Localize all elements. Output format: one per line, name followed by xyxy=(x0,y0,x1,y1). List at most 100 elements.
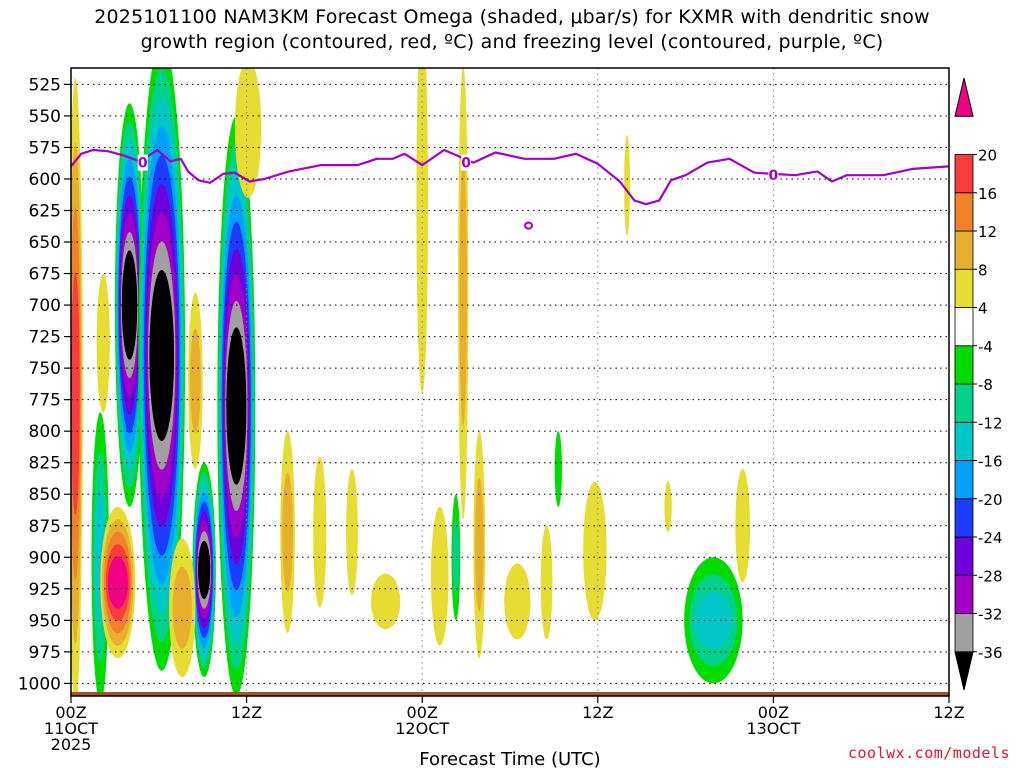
y-tick-label-800: 800 xyxy=(29,422,61,442)
y-tick-label-775: 775 xyxy=(29,391,61,411)
omega-feature-13-level-0 xyxy=(346,469,358,596)
omega-feature-4-level-8 xyxy=(149,270,175,441)
y-axis: 525 550 575 600 625 650 675 700 725 750 775 800 825 8… xyxy=(18,75,71,694)
colorbar-label-12: 16 xyxy=(978,185,997,203)
omega-feature-6-level-8 xyxy=(198,540,211,599)
site-credit: coolwx.com/models xyxy=(847,744,1010,762)
omega-feature-17-level-0 xyxy=(430,506,449,646)
colorbar-label-4: -20 xyxy=(978,491,1003,509)
omega-feature-12-level-0 xyxy=(313,456,327,608)
omega-feature-24-level-0 xyxy=(624,134,630,236)
colorbar-segment-13 xyxy=(954,154,974,194)
omega-feature-7-level-1 xyxy=(172,566,192,649)
y-tick-label-950: 950 xyxy=(29,611,61,631)
plot-frame xyxy=(70,67,950,697)
colorbar-segment-0 xyxy=(954,651,974,691)
omega-feature-21-level-0 xyxy=(540,525,553,640)
omega-feature-14-level-0 xyxy=(370,573,401,630)
omega-feature-22-level-0 xyxy=(554,431,562,507)
colorbar-label-10: 8 xyxy=(978,261,988,279)
y-tick-label-575: 575 xyxy=(29,138,61,158)
y-tick-label-925: 925 xyxy=(29,580,61,600)
x-tick-label-24-1: 12OCT xyxy=(395,719,449,738)
colorbar-label-7: -8 xyxy=(978,376,993,394)
omega-feature-19-level-1 xyxy=(474,477,484,612)
x-tick-label-48-1: 13OCT xyxy=(746,719,800,738)
y-tick-label-825: 825 xyxy=(29,454,61,474)
y-tick-label-750: 750 xyxy=(29,359,61,379)
colorbar-segment-7 xyxy=(954,383,974,423)
y-tick-label-600: 600 xyxy=(29,170,61,190)
colorbar-segment-3 xyxy=(954,536,974,576)
x-tick-label-0-1: 11OCT xyxy=(44,719,98,738)
chart-title-line-2: growth region (contoured, red, ºC) and f… xyxy=(140,31,884,53)
x-tick-label-48-0: 00Z xyxy=(758,703,789,722)
colorbar-label-5: -16 xyxy=(978,453,1003,471)
y-tick-label-650: 650 xyxy=(29,233,61,253)
omega-feature-16-level-1 xyxy=(459,158,467,427)
colorbar-segment-14 xyxy=(954,77,974,117)
freezing-level-label-0: 0 xyxy=(138,156,148,172)
x-tick-label-36-0: 12Z xyxy=(582,703,613,722)
y-tick-label-525: 525 xyxy=(29,75,61,95)
colorbar: -36 -32 -28 -24 -20 -16 -12 -8 -4 4 8 12 16 20 xyxy=(954,77,1003,691)
freezing-label-bg-0 xyxy=(137,154,148,171)
colorbar-segment-4 xyxy=(954,498,974,538)
colorbar-label-11: 12 xyxy=(978,223,997,241)
y-tick-label-725: 725 xyxy=(29,328,61,348)
colorbar-label-0: -36 xyxy=(978,644,1003,662)
omega-feature-15-level-0 xyxy=(416,68,429,394)
colorbar-label-6: -12 xyxy=(978,414,1003,432)
colorbar-segment-2 xyxy=(954,574,974,614)
x-tick-label-60-0: 12Z xyxy=(933,703,964,722)
omega-feature-23-level-0 xyxy=(583,481,607,621)
omega-feature-3-level-8 xyxy=(121,250,138,360)
colorbar-segment-11 xyxy=(954,230,974,270)
y-tick-label-700: 700 xyxy=(29,296,61,316)
y-tick-label-900: 900 xyxy=(29,548,61,568)
freezing-level-contour: 0 0 0 xyxy=(71,148,949,230)
omega-feature-25-level-2 xyxy=(694,591,733,649)
colorbar-label-8: -4 xyxy=(978,338,993,356)
omega-feature-5-level-8 xyxy=(226,327,247,485)
omega-feature-26-level-0 xyxy=(664,481,672,533)
omega-feature-2-level-4 xyxy=(107,556,128,609)
y-tick-label-675: 675 xyxy=(29,265,61,285)
y-tick-label-625: 625 xyxy=(29,201,61,221)
omega-feature-20-level-0 xyxy=(504,563,531,640)
grid-lines xyxy=(71,68,949,696)
omega-feature-11-level-1 xyxy=(282,472,293,592)
omega-feature-18-level-1 xyxy=(452,520,460,595)
freezing-level-line xyxy=(71,148,949,206)
colorbar-segment-1 xyxy=(954,613,974,653)
x-tick-label-12-0: 12Z xyxy=(231,703,262,722)
chart-title-line-1: 2025101100 NAM3KM Forecast Omega (shaded… xyxy=(94,6,930,28)
omega-feature-10-level-0 xyxy=(234,68,262,198)
ground-terrain xyxy=(71,692,949,696)
colorbar-segment-9 xyxy=(954,307,974,347)
colorbar-segment-12 xyxy=(954,192,974,232)
colorbar-segment-5 xyxy=(954,460,974,500)
y-tick-label-875: 875 xyxy=(29,517,61,537)
omega-feature-0-level-3 xyxy=(71,272,80,515)
y-tick-label-975: 975 xyxy=(29,643,61,663)
freezing-label-bg-2 xyxy=(768,167,779,184)
x-tick-label-0-2: 2025 xyxy=(51,735,92,754)
omega-feature-8-level-1 xyxy=(190,328,201,433)
colorbar-segment-8 xyxy=(954,345,974,385)
freezing-level-label-1: 0 xyxy=(461,156,471,172)
colorbar-label-3: -24 xyxy=(978,529,1003,547)
colorbar-label-13: 20 xyxy=(978,147,997,165)
colorbar-segment-6 xyxy=(954,421,974,461)
colorbar-label-2: -28 xyxy=(978,567,1003,585)
colorbar-segment-10 xyxy=(954,268,974,308)
x-axis-title: Forecast Time (UTC) xyxy=(419,749,600,768)
x-tick-label-24-0: 00Z xyxy=(407,703,438,722)
omega-feature-9-level-0 xyxy=(96,273,110,413)
y-tick-label-850: 850 xyxy=(29,485,61,505)
x-tick-label-0-0: 00Z xyxy=(55,703,86,722)
freezing-level-label-2: 0 xyxy=(769,168,779,184)
ground-layer xyxy=(71,692,949,696)
